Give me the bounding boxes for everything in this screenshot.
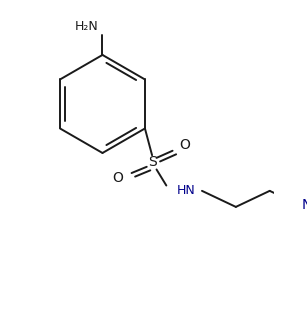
Text: N: N xyxy=(302,198,307,212)
Text: H₂N: H₂N xyxy=(75,20,98,33)
Text: O: O xyxy=(180,137,190,152)
Text: HN: HN xyxy=(177,185,196,197)
Text: S: S xyxy=(148,155,157,169)
Text: O: O xyxy=(112,171,123,185)
